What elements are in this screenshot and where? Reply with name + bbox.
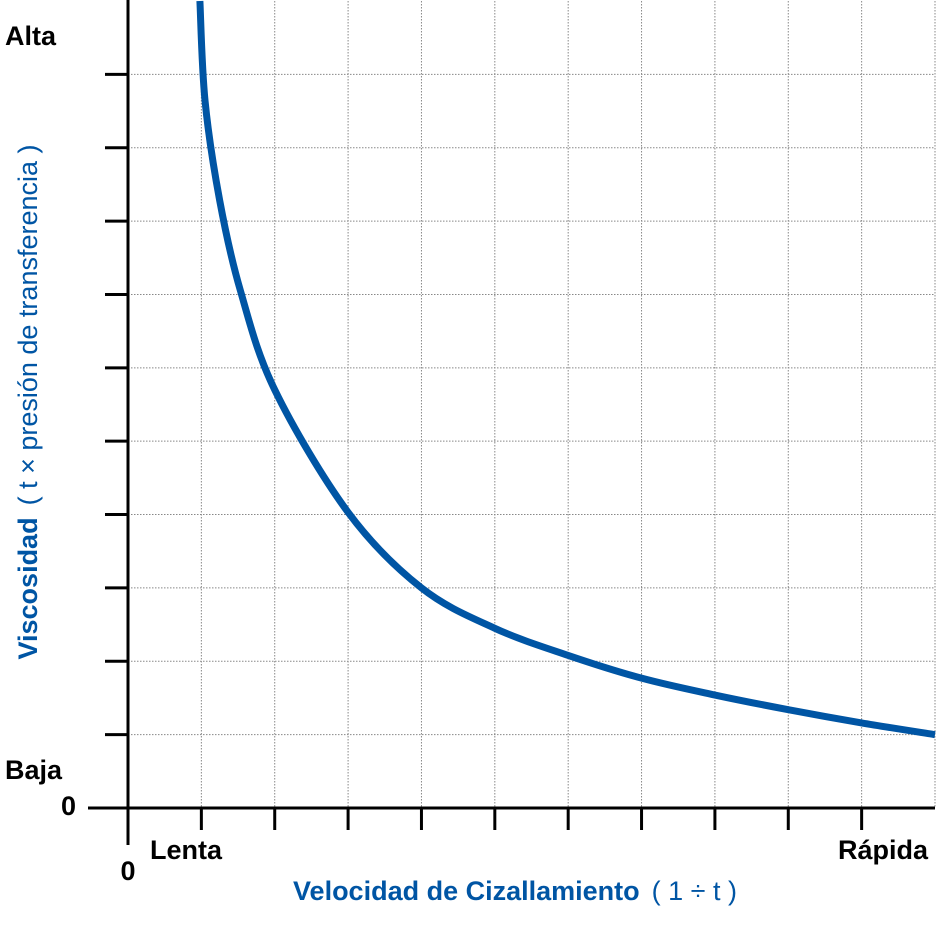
x-title-rest: ( 1 ÷ t )	[652, 876, 737, 906]
y-tick-label: 0	[61, 791, 76, 821]
x-high-label: Rápida	[838, 835, 929, 865]
y-title-bold: Viscosidad	[13, 517, 43, 659]
x-low-label: Lenta	[150, 835, 223, 865]
curve	[196, 0, 936, 739]
x-axis-title: Velocidad de Cizallamiento ( 1 ÷ t )	[293, 876, 737, 906]
y-axis-title: Viscosidad ( t × presión de transferencia…	[13, 144, 43, 659]
y-low-label: Baja	[5, 755, 63, 785]
y-high-label: Alta	[5, 21, 57, 51]
x-title-bold: Velocidad de Cizallamiento	[293, 876, 640, 906]
y-title-rest: ( t × presión de transferencia )	[13, 144, 43, 505]
grid	[128, 1, 936, 808]
x-tick-label: 0	[120, 856, 135, 886]
